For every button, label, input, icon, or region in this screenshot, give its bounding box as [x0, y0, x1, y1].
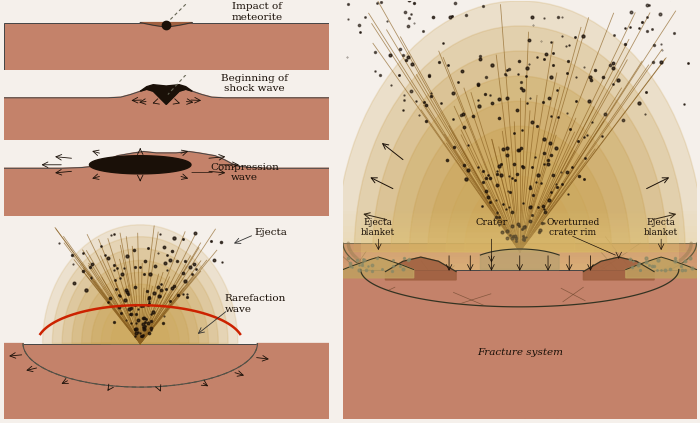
Text: Beginning of
shock wave: Beginning of shock wave	[220, 74, 288, 93]
Polygon shape	[92, 284, 189, 343]
Bar	[360, 244, 679, 249]
Bar	[343, 243, 696, 419]
Bar	[360, 223, 679, 228]
Polygon shape	[386, 257, 456, 280]
Bar	[4, 22, 329, 70]
Polygon shape	[428, 126, 612, 252]
Polygon shape	[72, 261, 209, 343]
Bar	[360, 233, 679, 239]
Bar	[343, 214, 696, 220]
Polygon shape	[354, 26, 685, 252]
Bar	[343, 288, 696, 294]
Polygon shape	[4, 151, 329, 216]
Bar	[343, 276, 696, 282]
Text: Compression
wave: Compression wave	[210, 163, 279, 182]
Polygon shape	[111, 308, 169, 343]
Bar	[343, 226, 696, 232]
Polygon shape	[336, 1, 700, 252]
Bar	[343, 220, 696, 226]
Polygon shape	[90, 156, 191, 174]
Bar	[360, 212, 679, 218]
Bar	[4, 168, 329, 216]
Text: Crater: Crater	[475, 218, 507, 227]
Polygon shape	[4, 89, 329, 140]
Polygon shape	[52, 237, 228, 343]
Text: Ejecta: Ejecta	[254, 228, 287, 237]
Polygon shape	[140, 22, 192, 27]
Bar	[360, 264, 679, 269]
Bar	[343, 232, 696, 239]
Polygon shape	[101, 296, 179, 343]
Polygon shape	[465, 176, 575, 252]
Bar	[360, 207, 679, 212]
Polygon shape	[343, 243, 696, 419]
Bar	[360, 259, 679, 264]
Text: Fracture system: Fracture system	[477, 348, 563, 357]
Text: Ejecta
blanket: Ejecta blanket	[361, 218, 395, 237]
Polygon shape	[391, 76, 648, 252]
Bar	[343, 269, 696, 419]
Text: Overturned
crater rim: Overturned crater rim	[546, 218, 599, 237]
Polygon shape	[343, 269, 696, 419]
Bar	[360, 218, 679, 223]
Polygon shape	[446, 151, 594, 252]
Polygon shape	[372, 51, 667, 252]
Bar	[360, 228, 679, 233]
Bar	[360, 239, 679, 244]
Polygon shape	[4, 343, 329, 419]
Polygon shape	[583, 257, 654, 280]
Bar	[343, 207, 696, 214]
Text: Fracture
system: Fracture system	[494, 313, 546, 341]
Polygon shape	[43, 225, 238, 343]
Bar	[343, 257, 696, 263]
Polygon shape	[140, 85, 192, 104]
Polygon shape	[410, 101, 630, 252]
Bar	[343, 269, 696, 276]
Text: Ejecta
blanket: Ejecta blanket	[644, 218, 678, 237]
Polygon shape	[480, 249, 559, 269]
Bar	[343, 244, 696, 251]
Polygon shape	[62, 249, 218, 343]
Text: Rarefaction
wave: Rarefaction wave	[225, 294, 286, 313]
Text: Impact of
meteorite: Impact of meteorite	[232, 3, 283, 22]
Bar	[4, 98, 329, 140]
Polygon shape	[82, 272, 199, 343]
Bar	[360, 254, 679, 259]
Bar	[343, 263, 696, 269]
Polygon shape	[626, 257, 696, 278]
Polygon shape	[343, 257, 414, 278]
Bar	[343, 239, 696, 244]
Bar	[343, 201, 696, 207]
Bar	[343, 282, 696, 288]
Bar	[343, 251, 696, 257]
Bar	[4, 343, 329, 419]
Bar	[360, 249, 679, 254]
